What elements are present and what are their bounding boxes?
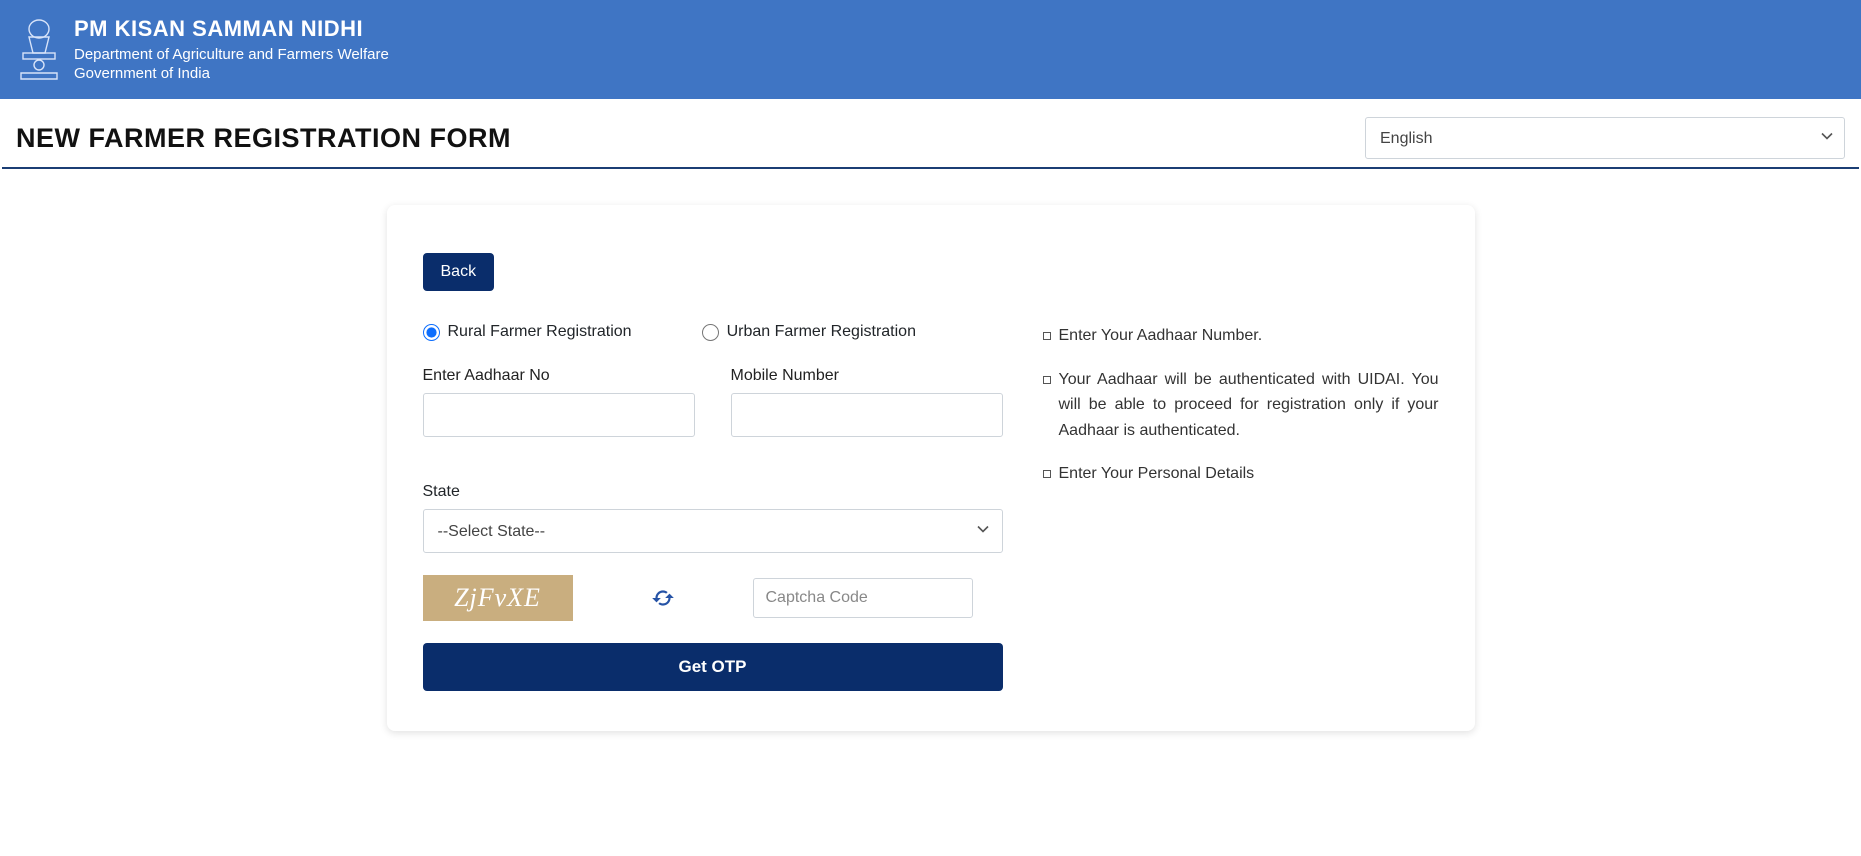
captcha-input[interactable]	[753, 578, 973, 618]
site-title-block: PM KISAN SAMMAN NIDHI Department of Agri…	[74, 16, 389, 82]
radio-urban-farmer[interactable]: Urban Farmer Registration	[702, 323, 916, 341]
mobile-label: Mobile Number	[731, 367, 1003, 385]
back-button[interactable]: Back	[423, 253, 495, 291]
page-title: NEW FARMER REGISTRATION FORM	[16, 123, 511, 154]
form-left-column: Rural Farmer Registration Urban Farmer R…	[423, 323, 1003, 691]
department-name: Department of Agriculture and Farmers We…	[74, 46, 389, 63]
radio-rural-input[interactable]	[423, 324, 440, 341]
instructions-panel: Enter Your Aadhaar Number. Your Aadhaar …	[1043, 323, 1439, 691]
mobile-field: Mobile Number	[731, 367, 1003, 437]
instruction-item: Your Aadhaar will be authenticated with …	[1043, 367, 1439, 444]
top-header-bar: PM KISAN SAMMAN NIDHI Department of Agri…	[0, 0, 1861, 99]
farmer-type-radio-group: Rural Farmer Registration Urban Farmer R…	[423, 323, 1003, 341]
state-label: State	[423, 483, 1003, 501]
aadhaar-label: Enter Aadhaar No	[423, 367, 695, 385]
aadhaar-input[interactable]	[423, 393, 695, 437]
radio-rural-label: Rural Farmer Registration	[448, 323, 632, 341]
get-otp-button[interactable]: Get OTP	[423, 643, 1003, 691]
captcha-image: ZjFvXE	[423, 575, 573, 621]
national-emblem-icon	[14, 10, 64, 88]
captcha-row: ZjFvXE	[423, 575, 1003, 621]
registration-card: Back Rural Farmer Registration Urban Far…	[387, 205, 1475, 731]
instructions-list: Enter Your Aadhaar Number. Your Aadhaar …	[1043, 323, 1439, 487]
language-select[interactable]: English	[1365, 117, 1845, 159]
radio-rural-farmer[interactable]: Rural Farmer Registration	[423, 323, 632, 341]
instruction-item: Enter Your Personal Details	[1043, 461, 1439, 487]
state-field: State --Select State--	[423, 483, 1003, 553]
mobile-input[interactable]	[731, 393, 1003, 437]
state-select[interactable]: --Select State--	[423, 509, 1003, 553]
instruction-item: Enter Your Aadhaar Number.	[1043, 323, 1439, 349]
refresh-captcha-icon[interactable]	[650, 585, 676, 611]
government-name: Government of India	[74, 65, 389, 82]
site-title: PM KISAN SAMMAN NIDHI	[74, 16, 389, 42]
aadhaar-field: Enter Aadhaar No	[423, 367, 695, 437]
language-select-wrap: English	[1365, 117, 1845, 159]
page-header-row: NEW FARMER REGISTRATION FORM English	[2, 99, 1859, 169]
radio-urban-label: Urban Farmer Registration	[727, 323, 916, 341]
radio-urban-input[interactable]	[702, 324, 719, 341]
